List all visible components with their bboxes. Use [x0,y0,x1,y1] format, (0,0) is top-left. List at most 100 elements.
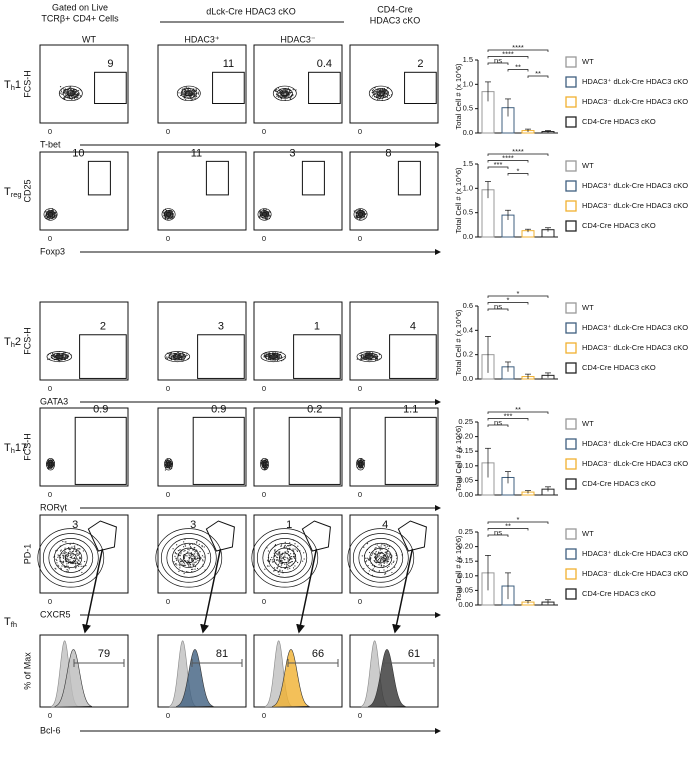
event-dot [368,353,371,355]
event-dot [355,211,357,213]
zero-label: 0 [262,234,266,243]
sig-bracket [487,302,529,305]
event-dot [66,569,68,571]
event-dot [263,355,266,358]
event-dot [383,558,385,560]
event-dot [77,90,79,92]
event-dot [66,556,68,558]
contour [59,547,83,569]
gate-percent: 1 [286,519,292,531]
event-dot [79,557,81,559]
contour [267,542,302,573]
event-dot [182,356,184,359]
y-axis-title: Total Cell # (x 10^6) [454,309,463,376]
y-axis-label: FCS-H [22,433,32,461]
contour [53,542,88,573]
sig-bracket [487,411,549,414]
event-dot [195,555,197,557]
gate [197,334,245,379]
event-dot [276,567,278,570]
row-label-base: T [4,79,11,91]
gate [397,160,421,196]
event-dot [69,556,71,559]
contour [62,88,79,99]
gate [74,416,127,485]
event-dot [276,95,278,98]
event-dot [75,91,77,94]
event-dot [179,558,182,560]
row-label: Th2 [4,336,21,349]
event-dot [380,556,382,558]
event-dot [69,561,71,563]
event-dot [193,553,195,555]
sig-bracket [487,534,509,537]
event-dot [285,546,288,548]
event-dot [68,546,70,549]
event-dot [74,90,76,93]
event-dot [77,96,79,98]
event-dot [281,559,283,562]
event-dot [189,556,191,559]
event-dot [172,548,174,550]
row-label: Treg [4,186,22,199]
event-dot [50,462,52,465]
event-dot [386,554,388,556]
event-dot [183,572,185,575]
event-dot [385,551,387,554]
event-dot [378,554,380,556]
event-dot [195,561,197,563]
row-label: Tfh [4,616,17,629]
sig-label: ** [515,62,521,71]
event-dot [57,564,59,566]
event-dot [287,87,290,89]
contour [165,459,172,469]
gate-percent: 2 [100,321,106,333]
event-dot [292,567,295,569]
event-dot [64,552,66,554]
sig-label: *** [494,160,503,169]
event-dot [378,98,380,100]
event-dot [375,90,377,92]
sig-label: ns [494,418,502,427]
legend-swatch [565,116,577,128]
event-dot [283,356,285,358]
contour [368,85,393,102]
contour [256,533,313,583]
event-dot [197,556,199,558]
event-dot [178,564,180,566]
event-dot [290,555,293,558]
event-dot [384,545,386,547]
event-dot [48,465,50,467]
event-dot [57,356,59,358]
event-dot [263,210,265,212]
event-dot [202,560,204,562]
event-dot [379,557,381,560]
event-dot [192,549,194,551]
legend-label: CD4-Cre HDAC3 cKO [582,589,656,598]
event-dot [56,355,59,357]
event-dot [291,561,293,563]
event-dot [381,556,383,559]
contour [161,208,176,221]
event-dot [194,97,196,99]
event-dot [277,552,280,554]
event-dot [78,560,80,562]
event-dot [185,98,187,100]
event-dot [283,555,285,558]
flow-plot-frame [39,407,129,487]
event-dot [383,562,385,564]
flow-plot-frame [349,44,439,124]
contour [262,212,268,217]
contour [176,85,201,102]
event-dot [176,356,178,358]
row-label: Th17 [4,442,27,455]
event-dot [377,558,380,561]
histogram-frame [39,634,129,708]
legend-swatch [565,588,577,600]
gate [308,71,341,105]
y-tick-label: 0.4 [463,325,473,334]
sig-bracket [487,308,509,311]
event-dot [369,351,371,353]
event-dot [264,463,266,466]
event-dot [382,93,385,95]
